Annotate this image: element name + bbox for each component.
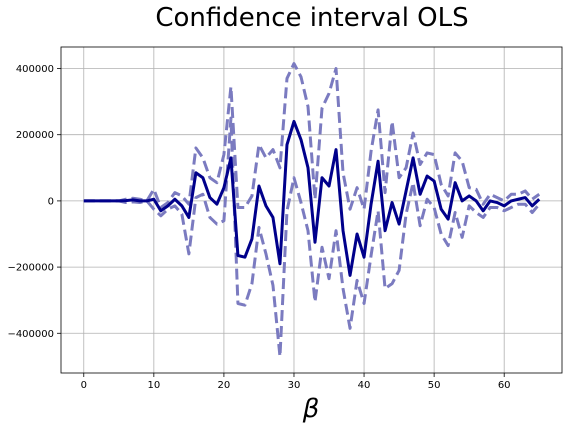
x-tick-label: 0 xyxy=(81,380,87,391)
axis-ticks: 0 10 20 30 40 50 60 −400000 −200000 0 200000 400000 xyxy=(7,64,510,391)
x-tick-label: 30 xyxy=(288,380,301,391)
y-tick-label: −200000 xyxy=(7,263,54,274)
x-axis-label: β xyxy=(302,394,320,424)
y-tick-label: −400000 xyxy=(7,329,54,340)
series-upper-bound-line xyxy=(83,62,541,211)
x-tick-label: 10 xyxy=(147,380,160,391)
series-estimate-line xyxy=(83,119,541,277)
x-tick-label: 40 xyxy=(358,380,371,391)
plot-frame xyxy=(60,46,563,374)
x-tick-label: 20 xyxy=(218,380,231,391)
y-tick-label: 0 xyxy=(48,196,54,207)
chart-title: Confidence interval OLS xyxy=(155,3,468,33)
x-tick-label: 50 xyxy=(428,380,441,391)
y-tick-label: 400000 xyxy=(16,64,54,75)
x-tick-label: 60 xyxy=(498,380,511,391)
series-lower-bound-line xyxy=(83,116,541,358)
series-lines xyxy=(83,62,541,358)
y-tick-label: 200000 xyxy=(16,130,54,141)
